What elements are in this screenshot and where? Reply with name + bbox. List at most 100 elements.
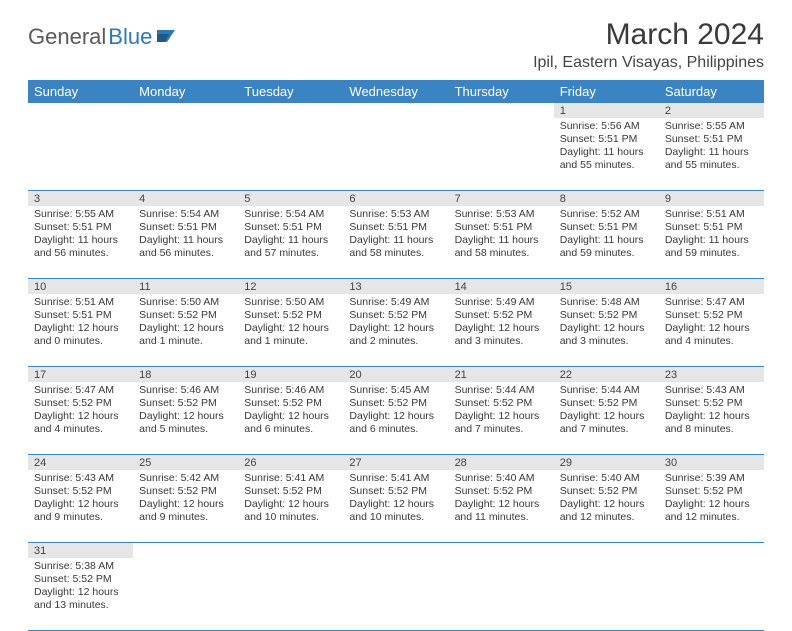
day-cell xyxy=(238,558,343,630)
day-cell xyxy=(449,118,554,190)
day-number: 12 xyxy=(238,279,343,294)
day-number: 30 xyxy=(659,455,764,470)
daylight-text: Daylight: 11 hours and 59 minutes. xyxy=(560,234,655,260)
day-cell: Sunrise: 5:53 AMSunset: 5:51 PMDaylight:… xyxy=(343,206,448,278)
day-cell xyxy=(28,118,133,190)
day-cell: Sunrise: 5:53 AMSunset: 5:51 PMDaylight:… xyxy=(449,206,554,278)
daylight-text: Daylight: 12 hours and 10 minutes. xyxy=(349,498,444,524)
day-cell: Sunrise: 5:46 AMSunset: 5:52 PMDaylight:… xyxy=(238,382,343,454)
day-number xyxy=(238,543,343,558)
day-cell: Sunrise: 5:47 AMSunset: 5:52 PMDaylight:… xyxy=(28,382,133,454)
sunrise-text: Sunrise: 5:55 AM xyxy=(34,208,129,221)
sunrise-text: Sunrise: 5:54 AM xyxy=(139,208,234,221)
weekday-label: Wednesday xyxy=(343,80,448,103)
day-number xyxy=(659,543,764,558)
day-cell: Sunrise: 5:48 AMSunset: 5:52 PMDaylight:… xyxy=(554,294,659,366)
sunset-text: Sunset: 5:52 PM xyxy=(560,309,655,322)
day-number xyxy=(449,543,554,558)
daylight-text: Daylight: 12 hours and 12 minutes. xyxy=(560,498,655,524)
sunset-text: Sunset: 5:51 PM xyxy=(139,221,234,234)
day-number: 29 xyxy=(554,455,659,470)
sunrise-text: Sunrise: 5:43 AM xyxy=(665,384,760,397)
day-cell: Sunrise: 5:40 AMSunset: 5:52 PMDaylight:… xyxy=(554,470,659,542)
day-cell xyxy=(238,118,343,190)
sunset-text: Sunset: 5:51 PM xyxy=(34,221,129,234)
day-number: 14 xyxy=(449,279,554,294)
weeks-container: 12Sunrise: 5:56 AMSunset: 5:51 PMDayligh… xyxy=(28,103,764,631)
day-number: 27 xyxy=(343,455,448,470)
sunset-text: Sunset: 5:52 PM xyxy=(139,397,234,410)
title-block: March 2024 Ipil, Eastern Visayas, Philip… xyxy=(533,18,764,72)
weekday-label: Thursday xyxy=(449,80,554,103)
sunset-text: Sunset: 5:51 PM xyxy=(665,133,760,146)
day-cell xyxy=(659,558,764,630)
sunrise-text: Sunrise: 5:49 AM xyxy=(455,296,550,309)
daylight-text: Daylight: 12 hours and 12 minutes. xyxy=(665,498,760,524)
day-number: 18 xyxy=(133,367,238,382)
sunset-text: Sunset: 5:51 PM xyxy=(665,221,760,234)
day-cell: Sunrise: 5:54 AMSunset: 5:51 PMDaylight:… xyxy=(238,206,343,278)
sunset-text: Sunset: 5:52 PM xyxy=(139,309,234,322)
logo-text-general: General xyxy=(28,24,106,50)
sunset-text: Sunset: 5:51 PM xyxy=(349,221,444,234)
week-row: Sunrise: 5:56 AM Sunset: 5:51 PMDaylight:… xyxy=(28,118,764,191)
day-number xyxy=(133,103,238,118)
weekday-label: Tuesday xyxy=(238,80,343,103)
page-title: March 2024 xyxy=(533,18,764,52)
daynum-row: 3456789 xyxy=(28,191,764,206)
week-row: Sunrise: 5:43 AMSunset: 5:52 PMDaylight:… xyxy=(28,470,764,543)
daylight-text: Daylight: 11 hours and 58 minutes. xyxy=(349,234,444,260)
day-cell: Sunrise: 5:54 AMSunset: 5:51 PMDaylight:… xyxy=(133,206,238,278)
sunset-text: Sunset: 5:51 PM xyxy=(455,221,550,234)
daylight-text: Daylight: 11 hours and 58 minutes. xyxy=(455,234,550,260)
day-number xyxy=(343,103,448,118)
day-number: 20 xyxy=(343,367,448,382)
weekday-label: Saturday xyxy=(659,80,764,103)
day-number: 5 xyxy=(238,191,343,206)
sunrise-text: Sunrise: 5:46 AM xyxy=(139,384,234,397)
day-number xyxy=(238,103,343,118)
daylight-text: Daylight: 11 hours and 56 minutes. xyxy=(34,234,129,260)
sunset-text: Sunset: 5:52 PM xyxy=(665,485,760,498)
sunset-text: Sunset: 5:52 PM xyxy=(560,485,655,498)
day-number xyxy=(554,543,659,558)
sunrise-text: Sunrise: 5:39 AM xyxy=(665,472,760,485)
day-cell: Sunrise: 5:42 AMSunset: 5:52 PMDaylight:… xyxy=(133,470,238,542)
sunrise-text: Sunrise: 5:50 AM xyxy=(244,296,339,309)
day-number: 3 xyxy=(28,191,133,206)
day-cell: Sunrise: 5:50 AMSunset: 5:52 PMDaylight:… xyxy=(133,294,238,366)
daylight-text: Daylight: 12 hours and 5 minutes. xyxy=(139,410,234,436)
sunset-text: Sunset: 5:52 PM xyxy=(665,309,760,322)
day-cell: Sunrise: 5:52 AMSunset: 5:51 PMDaylight:… xyxy=(554,206,659,278)
sunset-text: Sunset: 5:52 PM xyxy=(349,485,444,498)
day-cell: Sunrise: 5:43 AMSunset: 5:52 PMDaylight:… xyxy=(659,382,764,454)
sunrise-text: Sunrise: 5:46 AM xyxy=(244,384,339,397)
sunrise-text: Sunrise: 5:53 AM xyxy=(349,208,444,221)
day-number: 31 xyxy=(28,543,133,558)
day-number: 17 xyxy=(28,367,133,382)
sunrise-text: Sunrise: 5:44 AM xyxy=(560,384,655,397)
day-number: 13 xyxy=(343,279,448,294)
sunset-text: Sunset: 5:52 PM xyxy=(455,397,550,410)
day-number xyxy=(343,543,448,558)
day-cell xyxy=(449,558,554,630)
sunrise-text: Sunrise: 5:51 AM xyxy=(34,296,129,309)
day-cell xyxy=(343,118,448,190)
day-cell: Sunrise: 5:55 AMSunset: 5:51 PMDaylight:… xyxy=(659,118,764,190)
sunrise-text: Sunrise: 5:56 AM xyxy=(560,120,655,133)
daylight-text: Daylight: 11 hours and 55 minutes. xyxy=(665,146,760,172)
daylight-text: Daylight: 12 hours and 0 minutes. xyxy=(34,322,129,348)
day-number: 10 xyxy=(28,279,133,294)
day-cell xyxy=(133,558,238,630)
location-subtitle: Ipil, Eastern Visayas, Philippines xyxy=(533,54,764,72)
daynum-row: 24252627282930 xyxy=(28,455,764,470)
sunset-text: Sunset: 5:52 PM xyxy=(34,397,129,410)
sunset-text: Sunset: 5:52 PM xyxy=(455,309,550,322)
sunrise-text: Sunrise: 5:47 AM xyxy=(34,384,129,397)
daylight-text: Daylight: 12 hours and 3 minutes. xyxy=(455,322,550,348)
day-cell: Sunrise: 5:44 AMSunset: 5:52 PMDaylight:… xyxy=(449,382,554,454)
day-number: 28 xyxy=(449,455,554,470)
daylight-text: Daylight: 12 hours and 6 minutes. xyxy=(349,410,444,436)
day-cell: Sunrise: 5:51 AMSunset: 5:51 PMDaylight:… xyxy=(659,206,764,278)
daylight-text: Daylight: 12 hours and 1 minute. xyxy=(139,322,234,348)
